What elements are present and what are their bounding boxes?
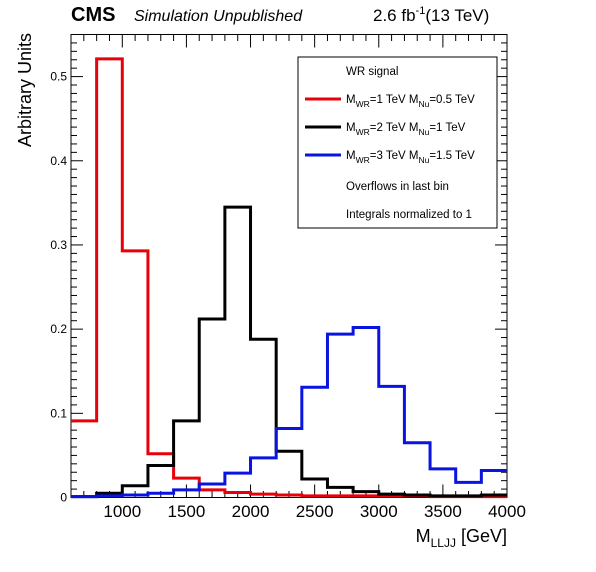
x-axis-title-unit: [GeV] — [456, 526, 507, 546]
y-tick-label: 0.3 — [50, 238, 67, 252]
x-axis-title-main: M — [416, 526, 431, 546]
luminosity-value: 2.6 fb — [373, 6, 416, 25]
legend-heading: WR signal — [346, 66, 398, 78]
legend-note-normalization: Integrals normalized to 1 — [346, 209, 472, 221]
legend-box — [297, 56, 498, 229]
x-tick-label: 3000 — [360, 502, 398, 521]
x-axis-title: MLLJJ [GeV] — [416, 526, 507, 550]
luminosity-exponent: -1 — [416, 5, 426, 17]
luminosity-label: 2.6 fb-1(13 TeV) — [373, 5, 489, 25]
series-layer — [71, 57, 507, 499]
y-tick-label: 0.2 — [50, 322, 67, 336]
x-tick-label: 3500 — [424, 502, 462, 521]
x-tick-label: 1500 — [167, 502, 205, 521]
x-tick-label: 2000 — [232, 502, 270, 521]
x-tick-label: 4000 — [488, 502, 526, 521]
energy-label: (13 TeV) — [425, 6, 489, 25]
legend-label-1: MWR=1 TeV MNu=0.5 TeV — [346, 94, 475, 109]
y-tick-label: 0 — [60, 491, 67, 505]
legend-entries: MWR=1 TeV MNu=0.5 TeV MWR=2 TeV MNu=1 TeV… — [305, 94, 475, 165]
legend-label-2: MWR=2 TeV MNu=1 TeV — [346, 122, 466, 137]
legend-note-overflow: Overflows in last bin — [346, 181, 449, 193]
series-line-3 — [71, 325, 507, 499]
status-label: Simulation Unpublished — [134, 8, 303, 25]
legend-label-3: MWR=3 TeV MNu=1.5 TeV — [346, 150, 475, 165]
y-axis-title: Arbitrary Units — [15, 33, 35, 147]
axis-ticks: 1000 1500 2000 2500 3000 3500 4000 0 0.1 0.2 0.3 0.… — [50, 34, 526, 521]
y-tick-label: 0.1 — [50, 406, 67, 420]
x-axis-title-sub: LLJJ — [431, 536, 456, 550]
x-tick-label: 1000 — [103, 502, 141, 521]
experiment-label: CMS — [71, 4, 115, 26]
x-tick-label: 2500 — [296, 502, 334, 521]
y-tick-label: 0.5 — [50, 70, 67, 84]
y-tick-label: 0.4 — [50, 154, 67, 168]
